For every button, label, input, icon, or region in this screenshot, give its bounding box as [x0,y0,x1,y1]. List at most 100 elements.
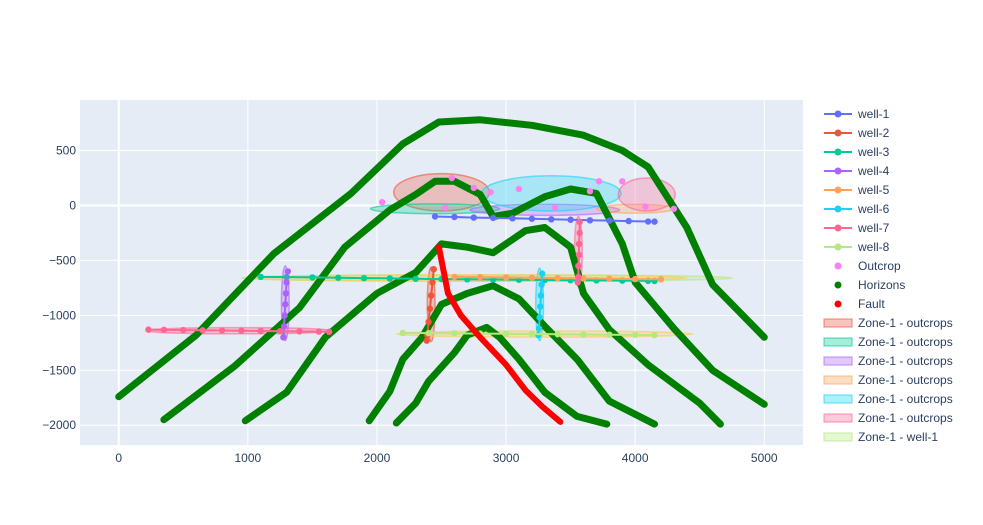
well-point [335,274,342,281]
legend-item[interactable]: well-7 [824,221,890,235]
legend-label: Zone-1 - outcrops [858,392,953,406]
well-point [284,268,292,275]
horizons-layer [115,116,768,428]
legend-item[interactable]: Zone-1 - outcrops [823,411,953,425]
legend-label: well-4 [857,164,890,178]
legend-label: Zone-1 - outcrops [858,411,953,425]
outcrop-point [595,178,603,185]
well-point [282,290,290,297]
legend-item[interactable]: well-1 [824,107,890,121]
well-point [325,328,333,336]
legend-label: well-5 [857,183,890,197]
outcrop-point [642,203,649,210]
well-point [657,276,665,283]
well-point [580,275,587,282]
outcrop-point [487,189,494,196]
well-point [575,273,582,281]
legend-item[interactable]: well-5 [824,183,890,197]
legend-label: well-6 [857,202,890,216]
legend-item[interactable]: Zone-1 - outcrops [823,392,953,406]
well-point [576,229,583,237]
well-point [644,218,652,225]
well-point [426,305,434,312]
well-point [283,279,290,286]
well-point [651,218,658,225]
horizon-line [241,224,724,428]
legend-item[interactable]: Fault [834,297,886,311]
well-point [451,330,458,337]
well-point [625,217,632,225]
well-point [528,330,536,338]
outcrop-point [619,178,626,185]
well-point [567,216,574,223]
well-point [296,328,303,335]
horizon-line [392,323,611,428]
well-point [548,216,555,223]
y-tick-label: 0 [69,198,76,212]
legend-item[interactable]: well-2 [824,126,890,140]
legend-marker-swatch [834,262,842,270]
legend-item[interactable]: Zone-1 - outcrops [823,373,953,387]
y-tick-label: −500 [49,253,76,267]
well-point [199,327,206,334]
well-point [257,273,264,281]
well-point [586,217,594,224]
well-point [282,301,289,308]
well-point [580,331,587,338]
legend-item[interactable]: Zone-1 - outcrops [823,335,953,349]
outcrop-point [470,184,477,192]
legend-label: well-7 [857,221,890,235]
legend[interactable]: well-1 well-2 well-3 well-4 well-5 well-6 well… [823,107,953,444]
legend-label: well-8 [857,240,890,254]
horizon-line [365,282,658,428]
tick-labels: 0 1000 2000 3000 4000 5000−2000−1500−1000−500… [42,144,778,465]
well-point [535,325,543,332]
well-point [257,327,264,335]
legend-fill-swatch [823,356,853,366]
legend-label: Zone-1 - outcrops [858,335,953,349]
legend-marker-swatch [834,148,842,156]
legend-marker-swatch [834,186,842,194]
legend-label: Zone-1 - outcrops [858,316,953,330]
legend-label: Fault [858,297,885,311]
legend-label: Zone-1 - well-1 [858,430,938,444]
well-point [280,334,287,341]
legend-fill-swatch [823,318,853,328]
legend-item[interactable]: well-4 [824,164,890,178]
well-point [502,330,510,338]
well-point [575,251,583,259]
wells-layer [145,213,665,344]
legend-item[interactable]: Zone-1 - outcrops [823,316,953,330]
well-point [489,214,497,222]
well-point [470,214,477,221]
outcrop-point [515,185,523,193]
well-point [539,270,546,277]
well-point [430,266,437,273]
y-tick-label: −1000 [42,308,76,322]
x-tick-label: 5000 [751,451,778,465]
legend-item[interactable]: well-6 [824,202,890,216]
legend-item[interactable]: Zone-1 - well-1 [823,430,938,444]
well-point [218,327,226,334]
well-point [651,331,658,339]
legend-fill-swatch [823,432,853,442]
horizon-line [115,116,768,401]
legend-label: well-1 [857,107,890,121]
legend-item[interactable]: well-3 [824,145,890,159]
well-point [576,218,583,226]
legend-item[interactable]: Horizons [834,278,906,292]
legend-item[interactable]: Outcrop [834,259,902,273]
well-point [535,331,542,339]
legend-label: well-2 [857,126,890,140]
outcrop-point [448,174,456,182]
legend-item[interactable]: well-8 [824,240,890,254]
outcrop-point [378,198,386,206]
legend-fill-swatch [823,394,853,404]
well-point [429,279,436,286]
legend-item[interactable]: Zone-1 - outcrops [823,354,953,368]
legend-label: Zone-1 - outcrops [858,354,953,368]
well-point [180,326,187,334]
well-point [606,275,613,282]
legend-fill-swatch [823,413,853,423]
well-point [537,303,544,310]
